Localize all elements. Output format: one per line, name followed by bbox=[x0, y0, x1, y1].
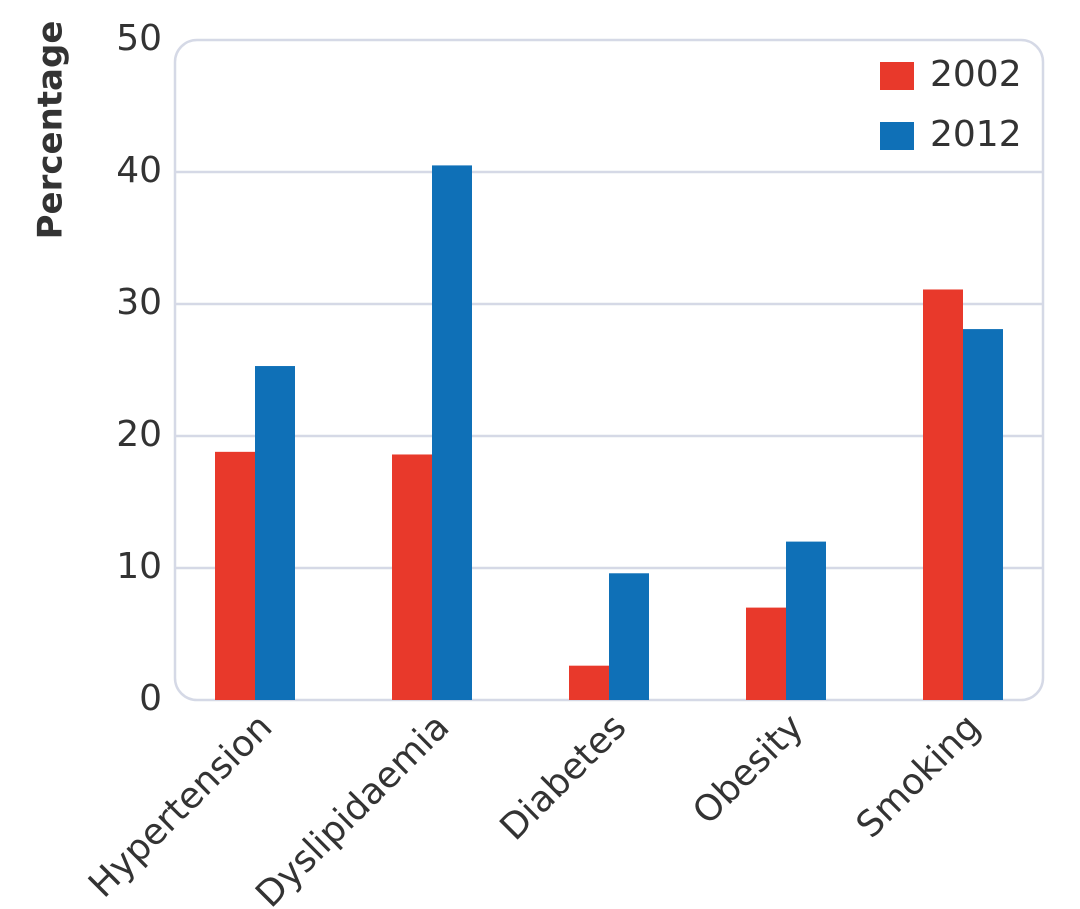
y-tick-label: 20 bbox=[116, 414, 162, 455]
bar bbox=[215, 451, 255, 700]
bar bbox=[392, 454, 432, 700]
bar bbox=[255, 366, 295, 700]
bar bbox=[569, 665, 609, 700]
legend-label: 2012 bbox=[930, 114, 1022, 155]
bar bbox=[432, 165, 472, 700]
bar bbox=[923, 289, 963, 700]
y-tick-label: 40 bbox=[116, 150, 162, 191]
y-tick-label: 0 bbox=[139, 678, 162, 719]
legend-label: 2002 bbox=[930, 54, 1022, 95]
x-tick-label: Dyslipidaemia bbox=[248, 706, 457, 909]
y-axis-label: Percentage bbox=[31, 21, 71, 240]
y-tick-label: 30 bbox=[116, 282, 162, 323]
legend-swatch bbox=[880, 122, 914, 150]
x-tick-label: Obesity bbox=[685, 706, 811, 832]
x-tick-label: Diabetes bbox=[492, 706, 634, 848]
legend-swatch bbox=[880, 62, 914, 90]
bar bbox=[786, 541, 826, 700]
bar bbox=[963, 329, 1003, 700]
y-tick-label: 50 bbox=[116, 18, 162, 59]
bar bbox=[746, 607, 786, 700]
x-tick-label: Smoking bbox=[849, 706, 989, 846]
x-tick-label: Hypertension bbox=[81, 706, 280, 905]
bar bbox=[609, 573, 649, 700]
y-tick-label: 10 bbox=[116, 546, 162, 587]
